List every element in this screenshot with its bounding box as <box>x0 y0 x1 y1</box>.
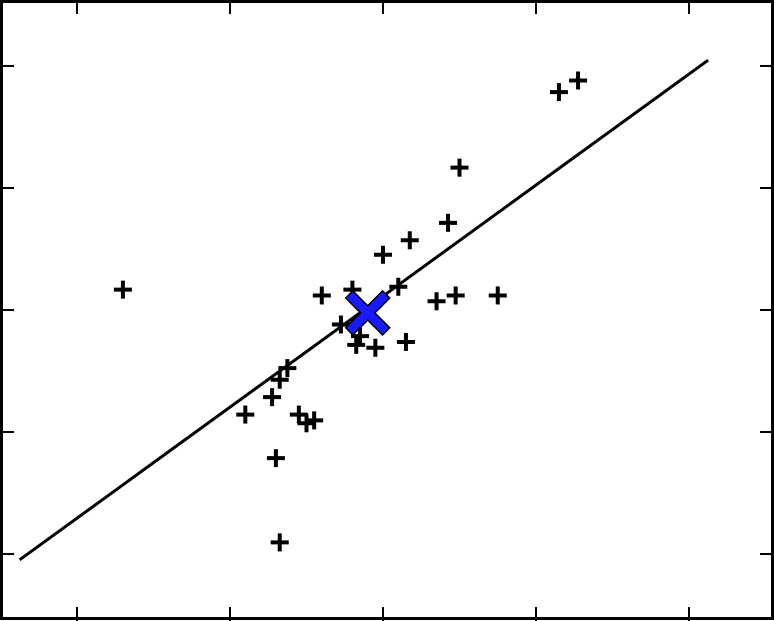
plus-marker <box>263 388 282 407</box>
plus-marker <box>270 533 289 552</box>
data-points <box>113 71 588 552</box>
plus-marker <box>549 83 568 102</box>
plus-marker <box>389 277 408 296</box>
centroid-x-marker <box>344 289 391 336</box>
plus-marker <box>374 245 392 264</box>
centroid-marker <box>344 289 391 336</box>
plus-marker <box>305 411 324 430</box>
plus-marker <box>236 405 255 424</box>
plus-marker <box>113 280 132 299</box>
plus-marker <box>396 332 415 351</box>
plus-marker <box>439 213 458 232</box>
plus-marker <box>427 292 446 311</box>
plus-marker <box>400 231 419 250</box>
plus-marker <box>331 315 350 334</box>
plus-marker <box>270 370 289 389</box>
plus-marker <box>450 158 469 177</box>
plus-marker <box>446 286 465 305</box>
plus-marker <box>569 71 588 90</box>
plus-marker <box>266 449 285 468</box>
plus-marker <box>351 327 370 346</box>
plus-marker <box>366 338 385 357</box>
plus-marker <box>312 286 331 305</box>
plus-marker <box>488 286 507 305</box>
plus-marker <box>347 335 366 354</box>
plus-marker <box>278 359 297 378</box>
